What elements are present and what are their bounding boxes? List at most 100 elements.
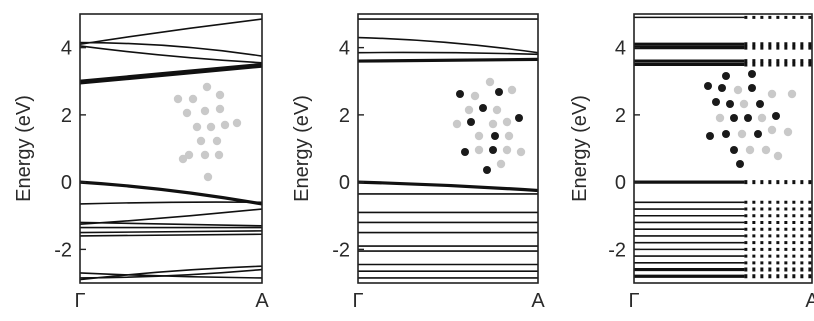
y-axis-label: Energy (eV) bbox=[13, 95, 35, 202]
band-2 bbox=[80, 41, 262, 57]
x-tick-label: A bbox=[531, 290, 545, 312]
atom bbox=[736, 160, 744, 168]
atom bbox=[470, 91, 480, 101]
band-8 bbox=[80, 208, 262, 225]
atom bbox=[757, 113, 767, 123]
atom bbox=[192, 122, 202, 132]
plot-frame bbox=[357, 13, 539, 284]
atom bbox=[761, 145, 771, 155]
atom bbox=[178, 154, 188, 164]
y-axis-label: Energy (eV) bbox=[291, 95, 313, 202]
atom bbox=[491, 132, 499, 140]
band-15 bbox=[80, 265, 262, 281]
band-lines bbox=[358, 18, 538, 279]
y-tick-label: 4 bbox=[61, 38, 72, 60]
atom bbox=[496, 159, 506, 169]
band-11 bbox=[80, 230, 262, 234]
atom bbox=[783, 127, 793, 137]
atom bbox=[715, 113, 725, 123]
atom bbox=[754, 130, 762, 138]
atom bbox=[722, 72, 730, 80]
y-axis-label: Energy (eV) bbox=[569, 95, 591, 202]
atom bbox=[464, 105, 474, 115]
atom bbox=[215, 104, 225, 114]
atom bbox=[767, 125, 777, 135]
band-lines bbox=[80, 18, 262, 281]
atom bbox=[722, 130, 730, 138]
atom bbox=[507, 85, 517, 95]
atom bbox=[787, 89, 797, 99]
y-tick-label: 2 bbox=[615, 105, 626, 127]
atom bbox=[196, 136, 206, 146]
atom bbox=[515, 114, 523, 122]
inset-molecule bbox=[452, 77, 526, 174]
atom bbox=[173, 94, 183, 104]
band-3 bbox=[80, 45, 262, 64]
inset-molecule bbox=[173, 82, 242, 182]
panel-right: 4 2 0 -2 Γ A Energy (eV) bbox=[569, 13, 814, 312]
atom bbox=[483, 166, 491, 174]
atom bbox=[704, 82, 712, 90]
atom bbox=[200, 106, 210, 116]
band-6 bbox=[80, 180, 262, 206]
band-1 bbox=[80, 18, 262, 46]
atom bbox=[773, 151, 783, 161]
atom bbox=[733, 85, 743, 95]
plot-frame bbox=[79, 13, 263, 284]
atom bbox=[206, 122, 216, 132]
y-tick-label: 4 bbox=[339, 38, 350, 60]
atom bbox=[712, 98, 720, 106]
atom bbox=[182, 108, 192, 118]
band-12 bbox=[80, 233, 262, 237]
atom bbox=[502, 145, 512, 155]
atom bbox=[726, 100, 734, 108]
band-lines bbox=[634, 15, 812, 279]
band-5 bbox=[358, 180, 538, 193]
atom bbox=[488, 119, 498, 129]
y-tick-label: 0 bbox=[615, 172, 626, 194]
band-5 bbox=[80, 62, 262, 83]
inset-molecule bbox=[704, 70, 797, 168]
x-tick-label: Γ bbox=[352, 290, 363, 312]
y-tick-label: -2 bbox=[608, 239, 626, 261]
band-2 bbox=[358, 36, 538, 54]
atom bbox=[474, 131, 484, 141]
plot-frame bbox=[633, 13, 813, 284]
atom bbox=[730, 146, 738, 154]
atom bbox=[467, 118, 475, 126]
panel-middle: 4 2 0 -2 Γ A Energy (eV) bbox=[291, 13, 545, 312]
atom bbox=[730, 114, 738, 122]
band-4 bbox=[80, 64, 262, 85]
atom bbox=[718, 84, 726, 92]
atom bbox=[748, 70, 756, 78]
y-tick-label: -2 bbox=[332, 239, 350, 261]
band-3 bbox=[358, 51, 538, 56]
x-tick-label: A bbox=[255, 290, 269, 312]
atom bbox=[485, 77, 495, 87]
y-tick-label: 2 bbox=[61, 105, 72, 127]
atom bbox=[220, 120, 230, 130]
atom bbox=[461, 148, 469, 156]
atom bbox=[202, 82, 212, 92]
y-tick-label: 0 bbox=[339, 172, 350, 194]
atom bbox=[495, 88, 503, 96]
x-tick-label: Γ bbox=[74, 290, 85, 312]
atom bbox=[188, 94, 198, 104]
y-tick-label: -2 bbox=[54, 239, 72, 261]
atom bbox=[772, 112, 780, 120]
atom bbox=[706, 132, 714, 140]
atom bbox=[745, 145, 755, 155]
atom bbox=[212, 136, 222, 146]
atom bbox=[492, 105, 502, 115]
atom bbox=[744, 114, 752, 122]
atom bbox=[748, 84, 756, 92]
atom bbox=[200, 150, 210, 160]
atom bbox=[232, 118, 242, 128]
atom bbox=[215, 90, 225, 100]
atom bbox=[452, 119, 462, 129]
atom bbox=[489, 146, 497, 154]
y-tick-label: 2 bbox=[339, 105, 350, 127]
atom bbox=[756, 100, 764, 108]
atom bbox=[737, 129, 747, 139]
atom bbox=[474, 145, 484, 155]
